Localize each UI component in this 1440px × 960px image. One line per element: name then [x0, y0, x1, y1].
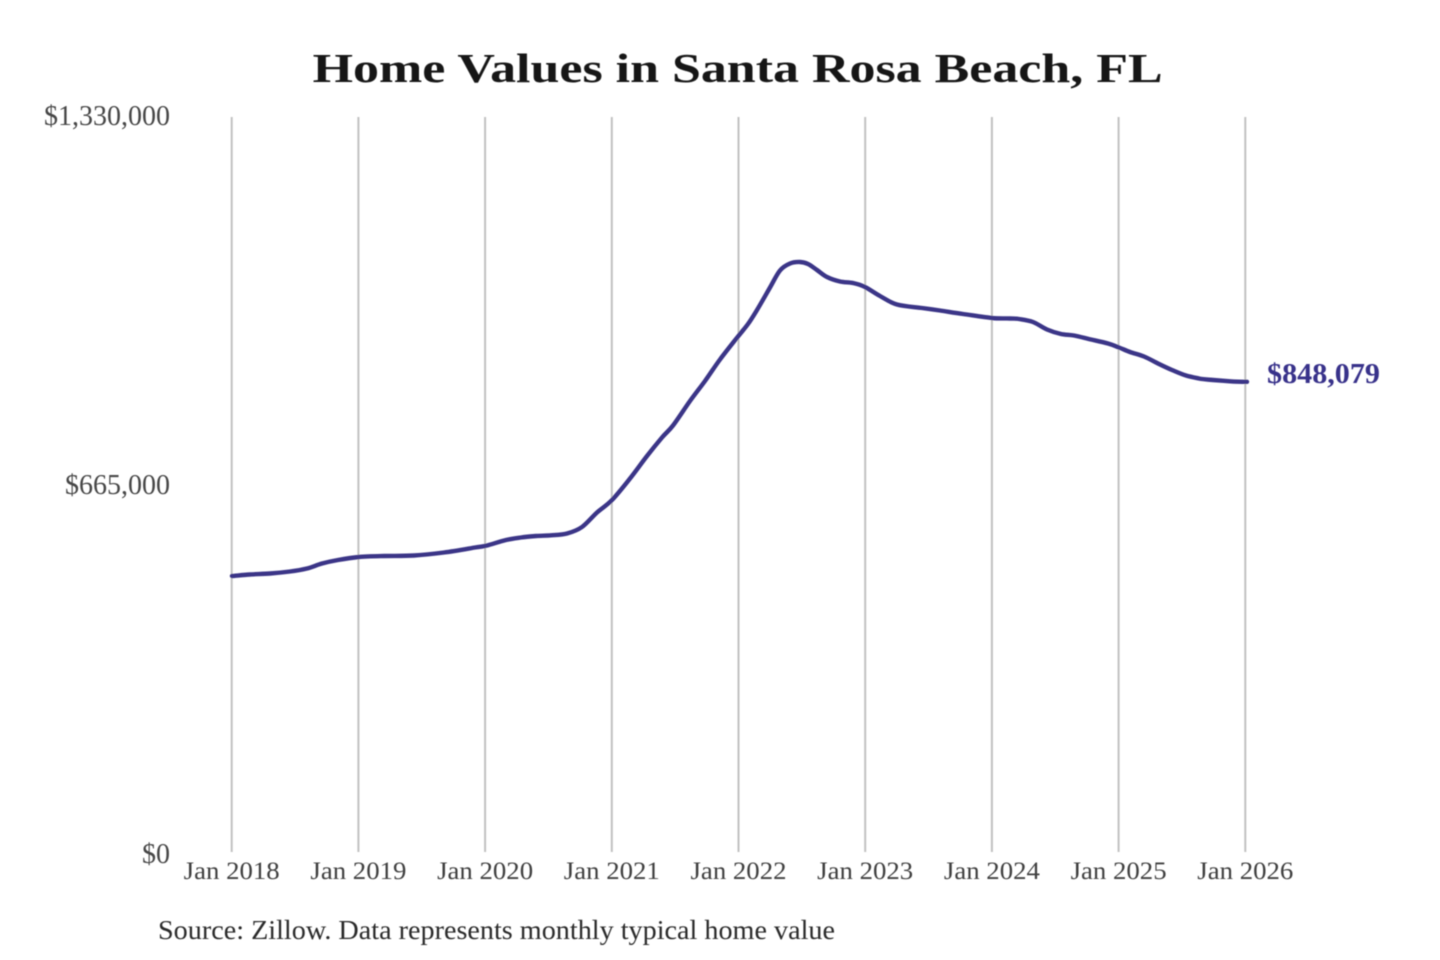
svg-text:Jan 2022: Jan 2022: [691, 856, 787, 885]
svg-text:$848,079: $848,079: [1267, 358, 1380, 390]
svg-text:Jan 2024: Jan 2024: [944, 856, 1040, 885]
svg-text:Home Values in Santa Rosa Beac: Home Values in Santa Rosa Beach, FL: [313, 45, 1163, 91]
svg-text:Source: Zillow. Data represent: Source: Zillow. Data represents monthly …: [158, 915, 835, 945]
svg-text:$0: $0: [142, 839, 170, 870]
svg-text:Jan 2020: Jan 2020: [437, 856, 533, 885]
svg-text:Jan 2025: Jan 2025: [1071, 856, 1167, 885]
svg-text:Jan 2026: Jan 2026: [1197, 856, 1293, 885]
svg-text:Jan 2021: Jan 2021: [564, 856, 660, 885]
svg-text:$665,000: $665,000: [65, 470, 170, 501]
svg-text:$1,330,000: $1,330,000: [44, 101, 170, 132]
svg-text:Jan 2018: Jan 2018: [184, 856, 280, 885]
svg-text:Jan 2019: Jan 2019: [310, 856, 406, 885]
svg-text:Jan 2023: Jan 2023: [817, 856, 913, 885]
